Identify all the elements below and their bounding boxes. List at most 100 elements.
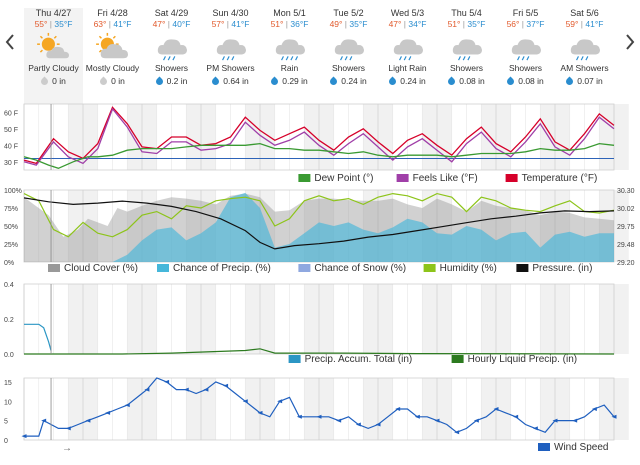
- wind-arrow: [183, 387, 189, 392]
- day-forecast[interactable]: Thu 4/27 55° | 35°F Partly Cloudy 0 in: [24, 8, 83, 104]
- series-area: [24, 192, 614, 262]
- day-temps: 49° | 35°F: [329, 19, 368, 29]
- day-forecast[interactable]: Sat 4/29 47° | 40°F Showers 0.2 in: [142, 8, 201, 104]
- showers-icon: [452, 39, 482, 61]
- y2-tick-label: 29.48: [617, 242, 635, 249]
- panel-frame: [23, 283, 615, 355]
- day-name: Mon 5/1: [273, 8, 306, 18]
- legend-label: Dew Point (°): [314, 173, 373, 184]
- scroll-hint-arrow[interactable]: →: [62, 443, 72, 454]
- wind-arrow: [591, 407, 597, 411]
- low-temp: 41°F: [231, 19, 250, 29]
- day-forecast[interactable]: Sat 5/6 59° | 41°F AM Showers 0.07 in: [555, 8, 614, 104]
- condition-label: Showers: [449, 63, 484, 73]
- chevron-right-icon: [626, 34, 635, 50]
- condition-label: Mostly Cloudy: [85, 63, 140, 73]
- wind-arrow: [85, 418, 91, 423]
- legend-swatch: [505, 174, 518, 182]
- legend-swatch: [298, 264, 311, 272]
- day-name: Fri 5/5: [512, 8, 539, 18]
- day-name: Sat 5/6: [570, 8, 599, 18]
- day-temps: 59° | 41°F: [565, 19, 604, 29]
- wind-arrow: [203, 387, 209, 392]
- day-forecast[interactable]: Mon 5/1 51° | 36°F Rain 0.29 in: [260, 8, 319, 104]
- legend-label: Pressure. (in): [532, 263, 592, 274]
- y-tick-label: 50%: [4, 224, 18, 231]
- y-tick-label: 15: [4, 380, 12, 387]
- day-temps: 63° | 41°F: [93, 19, 132, 29]
- day-forecast[interactable]: Thu 5/4 51° | 35°F Showers 0.08 in: [437, 8, 496, 104]
- legend-swatch: [451, 355, 464, 363]
- condition-label: AM Showers: [560, 63, 609, 73]
- legend-label: Temperature (°F): [522, 173, 598, 184]
- showers-icon: [157, 39, 187, 61]
- low-temp: 35°F: [54, 19, 73, 29]
- wind-arrow: [513, 414, 519, 419]
- series-line: [23, 192, 615, 238]
- day-forecast[interactable]: Fri 4/28 63° | 41°F Mostly Cloudy 0 in: [83, 8, 142, 104]
- condition-label: PM Showers: [206, 63, 255, 73]
- y-tick-label: 5: [4, 419, 8, 426]
- low-temp: 34°F: [408, 19, 427, 29]
- high-temp: 59°: [565, 19, 579, 29]
- next-days-button[interactable]: [624, 32, 636, 52]
- day-temps: 51° | 35°F: [447, 19, 486, 29]
- prev-days-button[interactable]: [4, 32, 16, 52]
- daily-forecast-strip: Thu 4/27 55° | 35°F Partly Cloudy 0 in Fr…: [24, 8, 614, 104]
- series-line: [23, 197, 615, 250]
- low-temp: 36°F: [290, 19, 309, 29]
- y-tick-label: 50 F: [4, 127, 18, 134]
- chart-panel-0: 60 F 50 F 40 F 30 F Dew Point (°) Feels Like …: [4, 103, 629, 184]
- wind-arrow: [242, 399, 248, 404]
- wind-arrow: [144, 387, 150, 392]
- high-temp: 63°: [93, 19, 107, 29]
- day-temps: 47° | 34°F: [388, 19, 427, 29]
- series-line: [24, 348, 615, 355]
- high-temp: 47°: [152, 19, 166, 29]
- legend-swatch: [298, 174, 311, 182]
- y-tick-label: 60 F: [4, 110, 18, 117]
- wind-arrow: [493, 407, 499, 411]
- legend-label: Cloud Cover (%): [64, 263, 138, 274]
- day-name: Thu 5/4: [451, 8, 482, 18]
- y2-tick-label: 29.20: [617, 260, 635, 267]
- y-tick-label: 10: [4, 399, 12, 406]
- condition-label: Showers: [154, 63, 189, 73]
- condition-label: Partly Cloudy: [28, 63, 79, 73]
- legend-swatch: [48, 264, 60, 272]
- legend-swatch: [288, 355, 301, 363]
- precip-amount: 0.29 in: [260, 75, 319, 87]
- rain-icon: [275, 39, 305, 61]
- wind-arrow: [257, 410, 263, 415]
- wind-arrow: [223, 383, 229, 388]
- y2-tick-label: 29.75: [617, 224, 635, 231]
- day-forecast[interactable]: Tue 5/2 49° | 35°F Showers 0.24 in: [319, 8, 378, 104]
- light-rain-icon: [393, 39, 423, 61]
- showers-icon: [334, 39, 364, 61]
- wind-arrow: [395, 407, 401, 411]
- wind-arrow: [336, 418, 342, 423]
- y-tick-label: 40 F: [4, 143, 18, 150]
- showers-icon: [570, 39, 600, 61]
- showers-icon: [511, 39, 541, 61]
- legend-label: Hourly Liquid Precip. (in): [468, 354, 577, 365]
- y-tick-label: 0.0: [4, 352, 14, 359]
- day-forecast[interactable]: Fri 5/5 56° | 37°F Showers 0.08 in: [496, 8, 555, 104]
- day-forecast[interactable]: Wed 5/3 47° | 34°F Light Rain 0.24 in: [378, 8, 437, 104]
- wind-arrow: [164, 379, 170, 384]
- y-tick-label: 25%: [4, 242, 18, 249]
- day-name: Sun 4/30: [212, 8, 249, 18]
- wind-arrow: [124, 403, 130, 408]
- precip-amount: 0.08 in: [437, 75, 496, 87]
- low-temp: 41°F: [585, 19, 604, 29]
- y-tick-label: 100%: [4, 188, 22, 195]
- day-temps: 57° | 41°F: [211, 19, 250, 29]
- wind-arrow: [454, 430, 460, 435]
- wind-arrow: [414, 414, 420, 419]
- day-forecast[interactable]: Sun 4/30 57° | 41°F PM Showers 0.64 in: [201, 8, 260, 104]
- chart-panel-2: 0.4 0.2 0.0 Precip. Accum. Total (in) Hourly…: [4, 282, 629, 365]
- precip-amount: 0.08 in: [496, 75, 555, 87]
- y-tick-label: 75%: [4, 206, 18, 213]
- high-temp: 51°: [270, 19, 284, 29]
